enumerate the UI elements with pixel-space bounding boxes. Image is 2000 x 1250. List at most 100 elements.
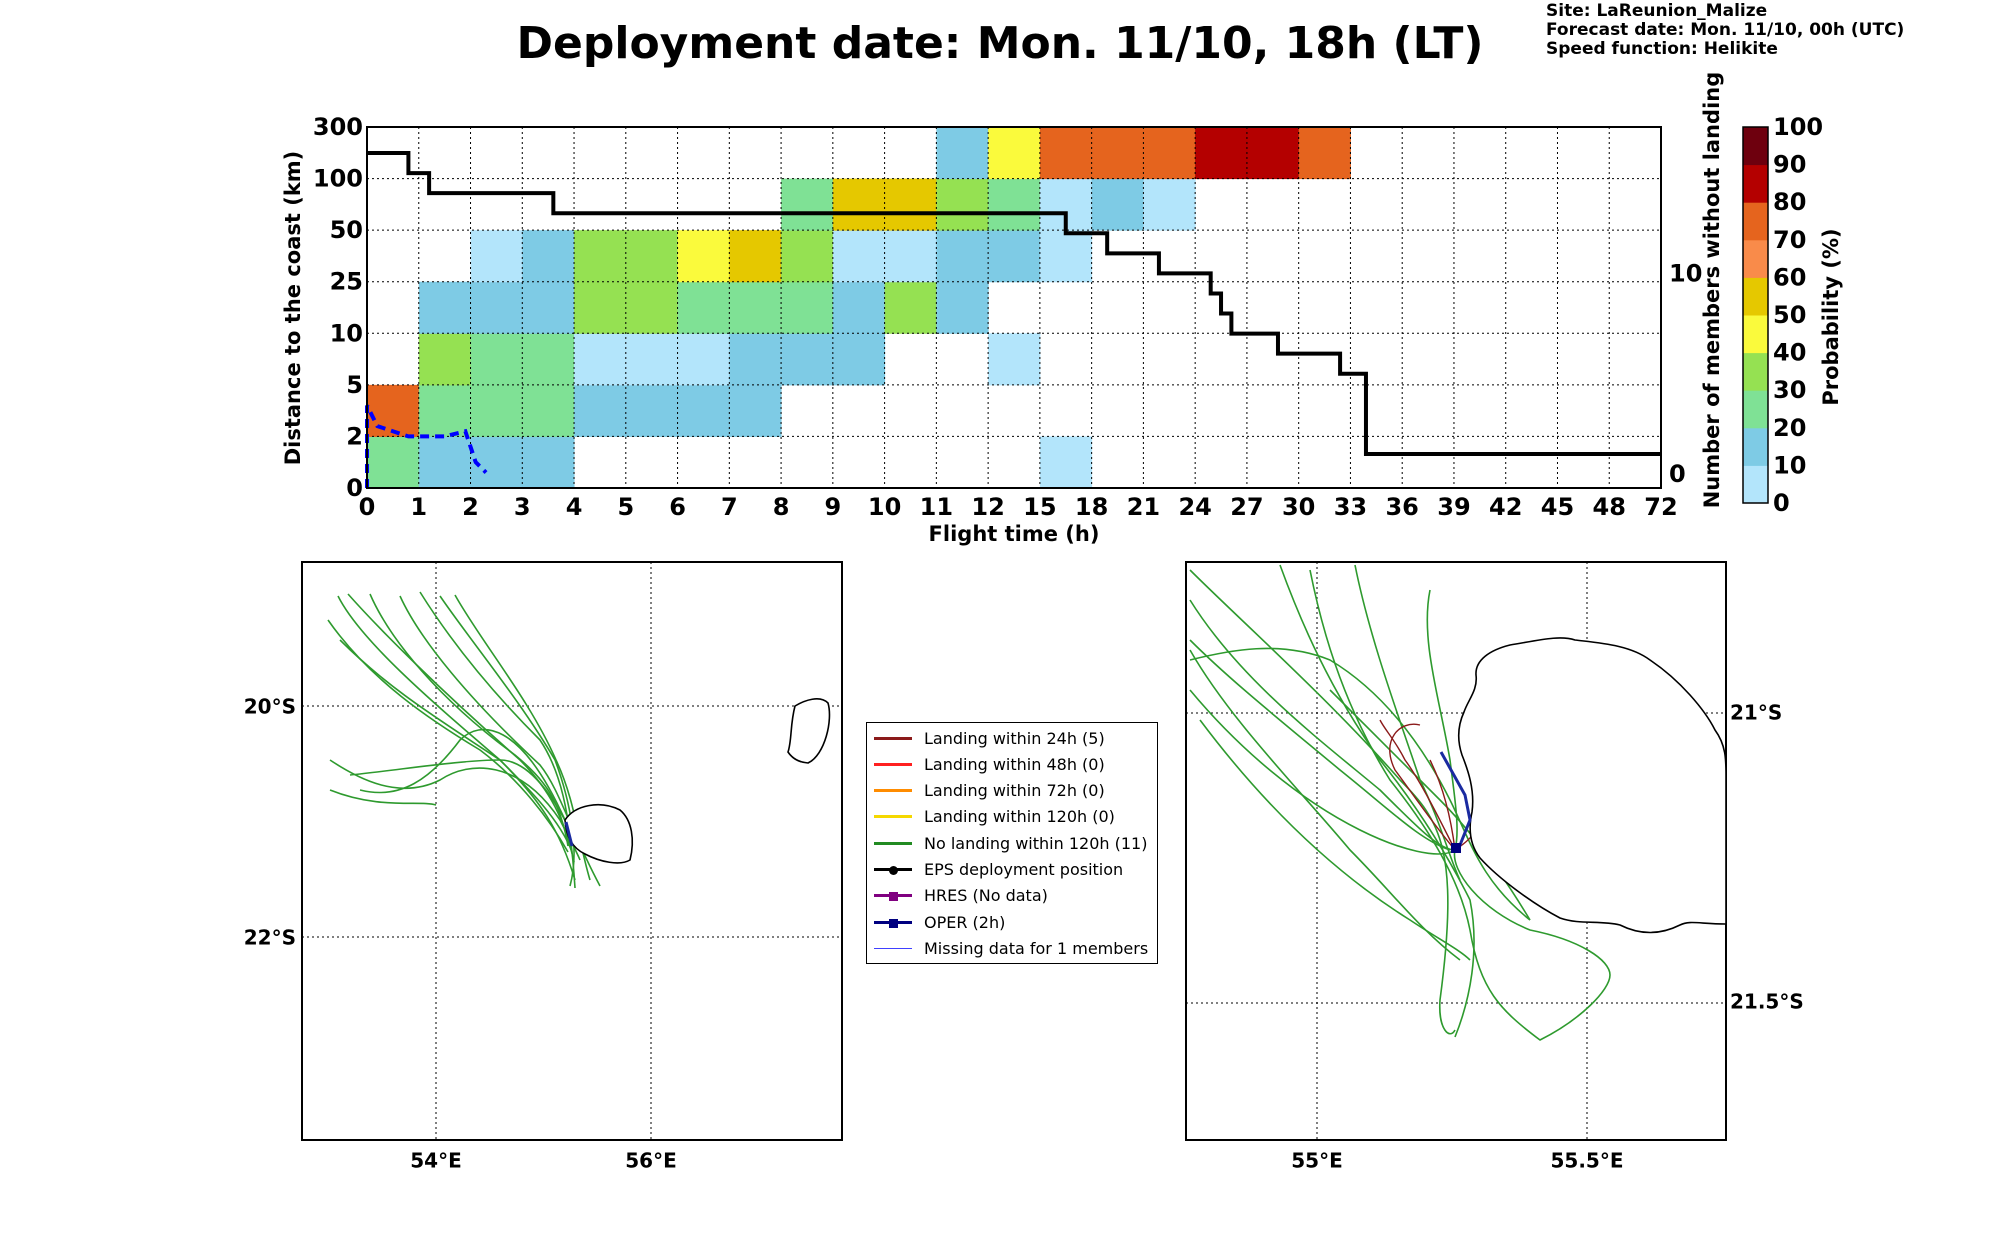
heatmap-cell [832,333,886,386]
heatmap-cell [1298,127,1351,180]
x-tick-label: 21 [1127,493,1160,521]
legend-swatch [874,762,912,766]
map-left-lat-tick: 22°S [244,926,296,950]
colorbar-swatch [1743,390,1768,429]
y-tick-label: 300 [313,113,363,141]
heatmap-cell [729,281,782,334]
heatmap-cell [625,333,679,386]
y2-tick-label: 10 [1669,259,1702,287]
colorbar-tick-label: 10 [1773,451,1806,479]
x-tick-label: 30 [1282,493,1315,521]
x-tick-label: 8 [773,493,790,521]
map-left-lon-tick: 56°E [625,1149,677,1173]
colorbar-swatch [1743,239,1768,278]
legend-swatch [874,789,912,793]
heatmap-cell [574,230,627,283]
x-tick-label: 10 [868,493,901,521]
legend-label: Missing data for 1 members [924,938,1149,958]
forecast-date-label: Forecast date: Mon. 11/10, 00h (UTC) [1546,20,1905,40]
heatmap-cell [832,281,886,334]
x-tick-label: 1 [410,493,427,521]
heatmap-cell [522,384,575,437]
heatmap-cell [1143,127,1196,180]
x-tick-label: 4 [566,493,583,521]
x-tick-label: 3 [514,493,531,521]
heatmap-cell [574,384,627,437]
colorbar-tick-label: 100 [1773,113,1823,141]
map-left-lon-tick: 54°E [410,1149,462,1173]
x-tick-label: 12 [971,493,1004,521]
x-axis-label: Flight time (h) [929,522,1100,546]
legend-label: Landing within 24h (5) [924,728,1105,748]
x-tick-label: 6 [669,493,686,521]
colorbar-tick-label: 40 [1773,339,1806,367]
heatmap-cell [781,230,834,283]
y2-axis-label: Number of members without landing [1700,72,1724,509]
speed-function-label: Speed function: Helikite [1546,39,1778,59]
heatmap-cell [781,178,834,231]
plot-frame [366,126,1662,489]
colorbar-swatch [1743,127,1768,166]
colorbar-tick-label: 90 [1773,151,1806,179]
legend-swatch [874,918,912,928]
legend-label: EPS deployment position [924,860,1124,879]
heatmap-cell [1195,127,1248,180]
heatmap-cell [418,436,472,489]
legend-marker [889,918,898,928]
heatmap-cell [988,230,1041,283]
legend-item: Landing within 72h (0) [867,779,1105,803]
legend-swatch [874,815,912,819]
colorbar-tick-label: 20 [1773,414,1806,442]
heatmap-cell [884,281,937,334]
legend-item: OPER (2h) [867,910,1005,934]
reunion-island-left [564,804,634,864]
colorbar-label: Probability (%) [1819,228,1843,405]
heatmap-cell [418,384,472,437]
map-right-lon-tick: 55.5°E [1550,1149,1623,1173]
heatmap-cell [625,281,679,334]
map-left: 20°S 22°S 54°E 56°E [244,561,843,1173]
colorbar-swatch [1743,164,1768,203]
heatmap-cell [832,178,886,231]
heatmap-cell [936,127,989,180]
heatmap-cell [574,333,627,386]
x-tick-label: 39 [1437,493,1470,521]
x-tick-label: 5 [617,493,634,521]
heatmap-cell [677,333,730,386]
colorbar-tick-label: 0 [1773,489,1790,517]
legend-item: Missing data for 1 members [867,936,1148,960]
heatmap-cell [522,333,575,386]
x-tick-label: 42 [1489,493,1522,521]
heatmap-cell [1091,127,1144,180]
y-tick-label: 25 [330,268,363,296]
heatmap-cell [625,230,679,283]
legend-swatch [874,736,912,740]
heatmap-cell [1143,178,1196,231]
map-left-lat-tick: 20°S [244,695,296,719]
legend-swatch [874,841,912,845]
members-without-landing-line [367,151,1661,456]
heatmap-cell [522,281,575,334]
x-tick-label: 27 [1230,493,1263,521]
heatmap-cell [470,436,523,489]
y-tick-label: 5 [346,371,363,399]
heatmap-cell [470,384,523,437]
colorbar-tick-label: 80 [1773,188,1806,216]
y-tick-label: 0 [346,474,363,502]
colorbar-swatch [1743,202,1768,241]
heatmap-cell [522,436,575,489]
heatmap-cell [470,230,523,283]
heatmap-cell [625,384,679,437]
heatmap-cell [470,333,523,386]
x-tick-label: 9 [824,493,841,521]
heatmap-cell [988,127,1041,180]
y-tick-label: 100 [313,165,363,193]
heatmap-cell [418,333,472,386]
info-block: Site: LaReunion_Malize Forecast date: Mo… [1546,2,1904,59]
legend-swatch [874,892,912,902]
y-axis-label: Distance to the coast (km) [281,151,305,466]
heatmap-cell [1039,436,1093,489]
heatmap-cell [936,230,989,283]
legend-label: Landing within 48h (0) [924,754,1105,774]
